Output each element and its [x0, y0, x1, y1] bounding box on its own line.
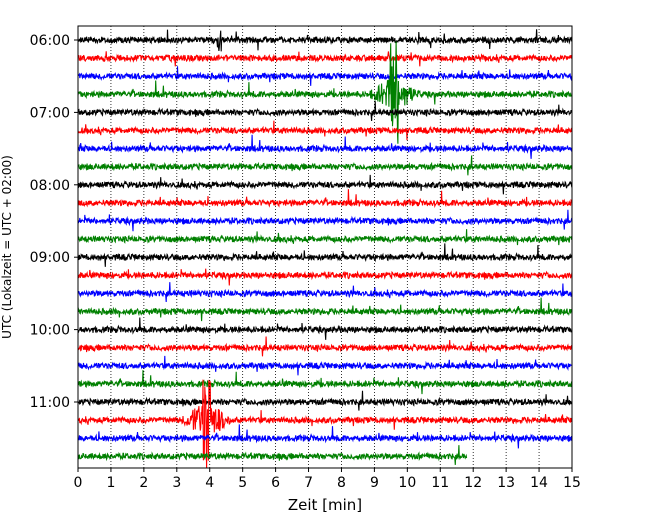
trace-line [78, 370, 572, 395]
trace-line [78, 189, 572, 209]
y-tick-label: 06:00 [30, 33, 70, 49]
trace-line [78, 66, 572, 86]
trace-line [78, 155, 572, 176]
y-tick-label: 09:00 [30, 250, 70, 266]
y-tick-label: 07:00 [30, 105, 70, 121]
trace-line [78, 41, 572, 144]
trace-line [78, 336, 572, 357]
trace-line [78, 120, 572, 141]
x-axis: 0 1 2 3 4 5 6 7 8 9 10 11 12 13 14 15 [74, 468, 581, 491]
y-tick-label: 08:00 [30, 178, 70, 194]
x-tick-label: 7 [304, 475, 313, 491]
trace-line [78, 101, 572, 122]
x-tick-label: 8 [337, 475, 346, 491]
x-tick-label: 1 [106, 475, 115, 491]
trace-line [78, 317, 572, 340]
trace-line [78, 229, 572, 246]
trace-line [78, 209, 572, 232]
trace-line [78, 134, 572, 159]
trace-line [78, 390, 572, 411]
trace-line [78, 29, 572, 52]
x-tick-label: 0 [74, 475, 83, 491]
trace-line [78, 379, 572, 468]
x-tick-label: 4 [205, 475, 214, 491]
trace-line [78, 297, 572, 322]
x-tick-label: 5 [238, 475, 247, 491]
trace-line [78, 174, 572, 195]
x-tick-label: 14 [530, 475, 548, 491]
y-axis: 06:00 07:00 08:00 09:00 10:00 11:00 [30, 33, 78, 411]
trace-line [78, 282, 572, 303]
trace-line [78, 355, 572, 376]
trace-line [78, 51, 572, 67]
x-tick-label: 6 [271, 475, 280, 491]
y-tick-label: 10:00 [30, 323, 70, 339]
x-tick-label: 12 [464, 475, 482, 491]
x-tick-label: 10 [398, 475, 416, 491]
trace-line [78, 424, 572, 449]
x-tick-label: 11 [431, 475, 449, 491]
x-tick-label: 9 [370, 475, 379, 491]
x-tick-label: 13 [497, 475, 515, 491]
trace-line [78, 243, 572, 267]
x-axis-label: Zeit [min] [288, 496, 362, 514]
x-tick-label: 3 [172, 475, 181, 491]
y-tick-label: 11:00 [30, 395, 70, 411]
x-tick-label: 2 [139, 475, 148, 491]
traces-group [78, 29, 572, 468]
trace-line [78, 445, 468, 465]
y-axis-label: UTC (Lokalzeit = UTC + 02:00) [0, 155, 14, 339]
plot-frame [77, 25, 573, 469]
trace-line [78, 268, 572, 286]
x-tick-label: 15 [563, 475, 581, 491]
